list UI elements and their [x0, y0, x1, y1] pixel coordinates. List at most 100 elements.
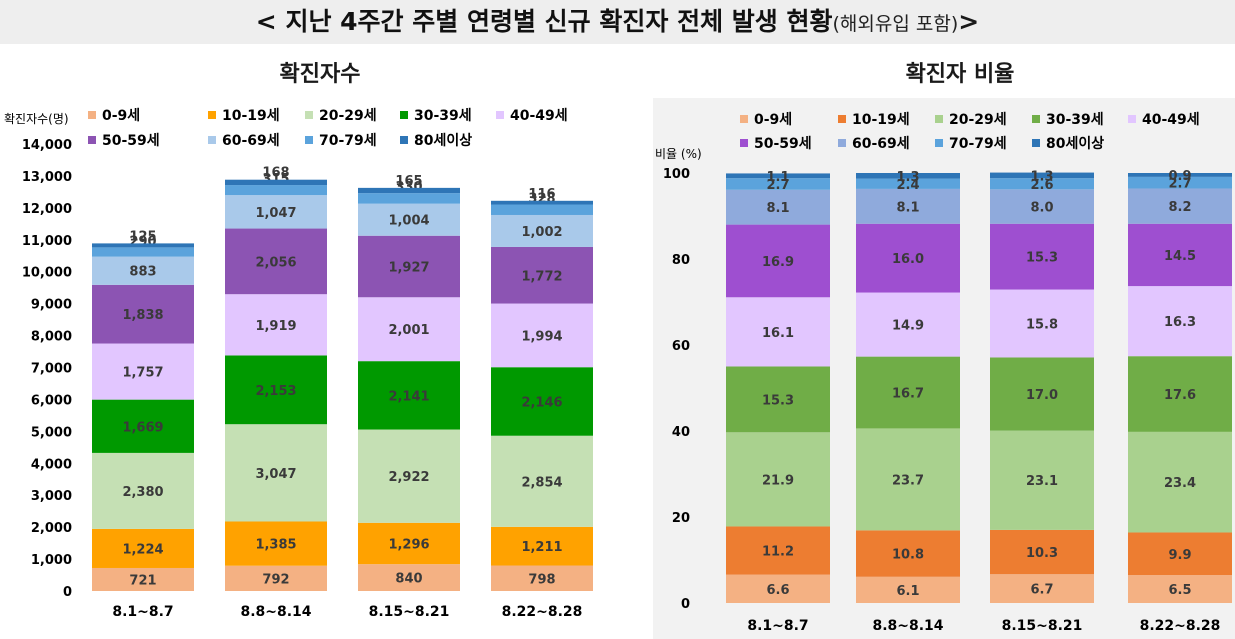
count-bar-segment-10-19세	[92, 528, 194, 568]
count-bar-segment-0-9세	[225, 565, 327, 591]
ratio-data-label: 6.7	[1030, 583, 1053, 598]
ratio-x-category-label: 8.8~8.14	[872, 618, 943, 634]
ratio-data-label: 2.7	[1168, 177, 1191, 192]
ratio-legend-swatch-60-69세	[838, 139, 846, 147]
ratio-bar-segment-50-59세	[856, 223, 960, 293]
ratio-bar-segment-0-9세	[726, 574, 830, 603]
count-data-label: 2,056	[255, 255, 296, 270]
count-data-label: 2,854	[521, 475, 562, 490]
ratio-data-label: 1.3	[896, 170, 919, 185]
ratio-data-label: 8.1	[896, 200, 919, 215]
ratio-bar-segment-30-39세	[1128, 356, 1232, 432]
ratio-data-label: 23.1	[1026, 474, 1058, 489]
ratio-data-label: 9.9	[1168, 548, 1191, 563]
ratio-data-label: 10.8	[892, 548, 924, 563]
ratio-legend-label: 10-19세	[852, 112, 910, 128]
count-data-label: 2,146	[521, 395, 562, 410]
ratio-y-axis-label: 비율 (%)	[655, 147, 702, 161]
page-title-end: >	[958, 7, 980, 36]
count-data-label: 165	[395, 174, 422, 189]
ratio-bar-segment-70-79세	[990, 178, 1094, 190]
ratio-bar-segment-0-9세	[856, 576, 960, 603]
count-data-label: 1,385	[255, 538, 296, 553]
count-bar-segment-0-9세	[358, 564, 460, 591]
count-y-axis-label: 확진자수(명)	[4, 112, 69, 126]
page-title-bar: < 지난 4주간 주별 연령별 신규 확진자 전체 발생 현황(해외유입 포함)…	[0, 0, 1235, 44]
count-bar-segment-60-69세	[225, 195, 327, 229]
ratio-bar-segment-10-19세	[1128, 532, 1232, 576]
count-x-category-label: 8.15~8.21	[369, 604, 450, 620]
count-bar-segment-80세이상	[358, 187, 460, 194]
count-bar-segment-70-79세	[491, 204, 593, 215]
count-bar-segment-60-69세	[491, 214, 593, 247]
ratio-data-label: 15.3	[1026, 251, 1058, 266]
ratio-bar-segment-80세이상	[1128, 173, 1232, 177]
count-y-tick: 7,000	[31, 362, 72, 377]
ratio-data-label: 8.2	[1168, 200, 1191, 215]
count-bar-segment-80세이상	[491, 200, 593, 205]
count-data-label: 1,296	[388, 537, 429, 552]
count-y-tick: 12,000	[22, 202, 72, 217]
count-y-tick: 5,000	[31, 425, 72, 440]
count-data-label: 1,757	[122, 366, 163, 381]
count-data-label: 1,669	[122, 420, 163, 435]
ratio-bar-segment-40-49세	[990, 289, 1094, 358]
ratio-bar-segment-10-19세	[726, 526, 830, 575]
ratio-legend-label: 60-69세	[852, 136, 910, 152]
count-data-label: 1,211	[521, 540, 562, 555]
count-data-label: 2,141	[388, 389, 429, 404]
count-data-label: 1,772	[521, 269, 562, 284]
ratio-bar-segment-60-69세	[726, 189, 830, 225]
ratio-bar-segment-30-39세	[856, 356, 960, 429]
ratio-bar-segment-50-59세	[1128, 223, 1232, 287]
ratio-bar-segment-30-39세	[990, 357, 1094, 431]
count-y-tick: 3,000	[31, 489, 72, 504]
count-data-label: 721	[129, 573, 156, 588]
ratio-bar-segment-60-69세	[1128, 188, 1232, 224]
ratio-bar-segment-60-69세	[856, 188, 960, 224]
count-bar-segment-30-39세	[491, 367, 593, 436]
count-bar-segment-70-79세	[92, 247, 194, 257]
ratio-data-label: 23.4	[1164, 476, 1196, 491]
ratio-legend-swatch-20-29세	[935, 115, 943, 123]
ratio-data-label: 11.2	[762, 545, 794, 560]
count-legend-label: 0-9세	[102, 108, 140, 124]
count-legend-swatch-60-69세	[208, 136, 216, 144]
ratio-data-label: 1.3	[1030, 169, 1053, 184]
ratio-bar-segment-20-29세	[990, 430, 1094, 530]
ratio-bar-segment-60-69세	[990, 189, 1094, 224]
count-legend-swatch-70-79세	[305, 136, 313, 144]
ratio-bar-segment-80세이상	[856, 173, 960, 179]
count-y-tick: 0	[63, 585, 72, 600]
ratio-data-label: 6.5	[1168, 583, 1191, 598]
count-legend-label: 80세이상	[414, 132, 472, 149]
count-bar-segment-30-39세	[225, 355, 327, 425]
ratio-bar-segment-50-59세	[726, 224, 830, 298]
count-x-category-label: 8.22~8.28	[502, 604, 583, 620]
count-bar-segment-20-29세	[92, 452, 194, 529]
count-bar-segment-50-59세	[225, 228, 327, 295]
count-data-label: 798	[528, 572, 555, 587]
ratio-chart-title: 확진자 비율	[905, 62, 1015, 87]
count-data-label: 3,047	[255, 467, 296, 482]
count-data-label: 1,927	[388, 260, 429, 275]
count-chart-title: 확진자수	[279, 62, 361, 87]
ratio-data-label: 15.3	[762, 393, 794, 408]
ratio-data-label: 2.7	[766, 178, 789, 193]
ratio-data-label: 10.3	[1026, 546, 1058, 561]
count-legend-label: 50-59세	[102, 133, 160, 149]
ratio-legend-label: 40-49세	[1142, 112, 1200, 128]
count-data-label: 116	[528, 187, 555, 202]
ratio-bar-segment-80세이상	[726, 173, 830, 179]
ratio-data-label: 16.0	[892, 252, 924, 267]
count-bar-segment-20-29세	[358, 429, 460, 523]
ratio-bar-segment-0-9세	[1128, 575, 1232, 603]
count-y-tick: 10,000	[22, 266, 72, 281]
count-bar-segment-70-79세	[358, 193, 460, 204]
ratio-bar-segment-40-49세	[1128, 286, 1232, 357]
ratio-y-tick: 40	[672, 425, 690, 440]
count-bar-segment-0-9세	[92, 567, 194, 591]
count-data-label: 125	[129, 229, 156, 244]
count-x-category-label: 8.8~8.14	[240, 604, 311, 620]
ratio-data-label: 23.7	[892, 473, 924, 488]
